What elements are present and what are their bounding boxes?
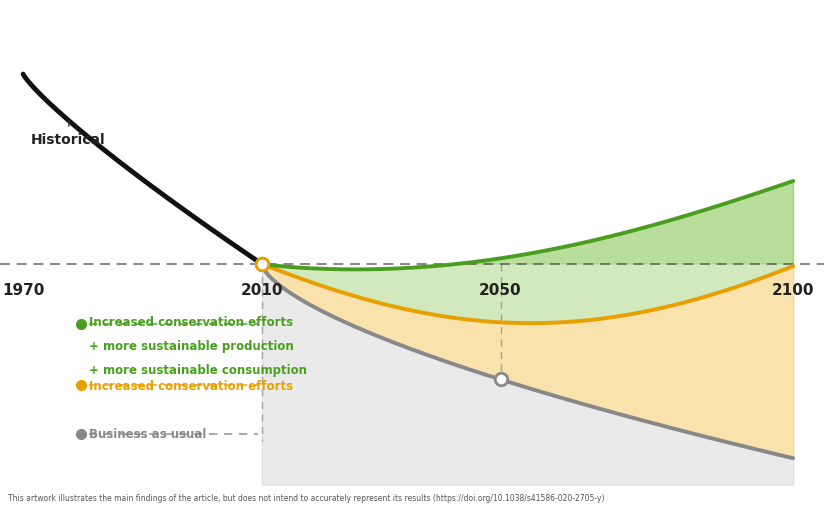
Text: + more sustainable production: + more sustainable production <box>88 339 293 352</box>
Text: Increased conservation efforts: Increased conservation efforts <box>88 379 293 392</box>
Text: This artwork illustrates the main findings of the article, but does not intend t: This artwork illustrates the main findin… <box>8 493 605 502</box>
Text: 2100: 2100 <box>772 282 814 297</box>
Text: 2010: 2010 <box>241 282 283 297</box>
Text: + more sustainable consumption: + more sustainable consumption <box>88 364 307 377</box>
Text: 1970: 1970 <box>2 282 44 297</box>
Text: Increased conservation efforts: Increased conservation efforts <box>88 315 293 328</box>
Text: 2050: 2050 <box>480 282 522 297</box>
Text: Business as usual: Business as usual <box>88 428 206 440</box>
Text: Historical: Historical <box>30 120 105 146</box>
